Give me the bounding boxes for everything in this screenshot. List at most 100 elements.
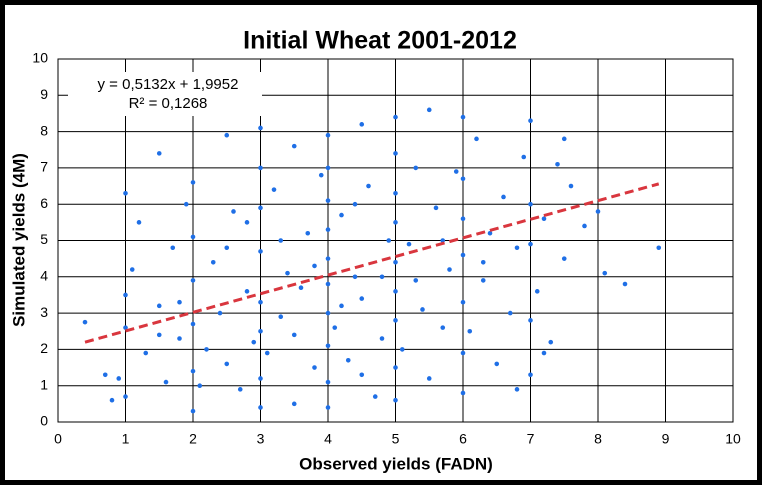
data-point	[123, 394, 128, 399]
data-point	[264, 350, 270, 356]
data-point	[318, 172, 324, 178]
data-point	[258, 405, 263, 410]
data-point	[258, 165, 263, 171]
data-point	[521, 154, 527, 160]
data-point	[426, 376, 432, 381]
data-point	[548, 339, 554, 345]
x-tick-label: 7	[527, 431, 535, 447]
data-point	[393, 151, 398, 156]
data-point	[480, 278, 486, 283]
data-point	[413, 278, 419, 283]
data-point	[244, 289, 250, 294]
data-point	[595, 209, 601, 214]
y-axis-label: Simulated yields (4M)	[9, 153, 28, 327]
x-tick-label: 3	[257, 431, 265, 447]
data-point	[359, 372, 365, 378]
data-point	[561, 136, 567, 142]
data-point	[298, 285, 304, 290]
y-tick-label: 7	[40, 159, 48, 175]
data-point	[393, 259, 398, 265]
y-tick-label: 10	[32, 50, 48, 66]
data-point	[278, 238, 284, 243]
x-tick-label: 6	[459, 431, 467, 447]
data-point	[258, 249, 263, 254]
data-point	[501, 194, 506, 200]
data-point	[393, 365, 398, 370]
data-point	[453, 169, 459, 174]
data-point	[312, 365, 317, 370]
data-point	[528, 118, 533, 124]
data-point	[433, 205, 439, 211]
data-point	[460, 350, 466, 356]
y-tick-label: 1	[40, 376, 48, 392]
data-point	[163, 379, 169, 385]
data-point	[190, 234, 196, 240]
data-point	[534, 289, 540, 294]
data-point	[413, 165, 419, 171]
data-point	[285, 270, 290, 276]
data-point	[568, 183, 574, 189]
data-point	[258, 125, 263, 131]
data-point	[190, 321, 196, 327]
y-tick-label: 9	[40, 86, 48, 102]
data-point	[244, 220, 250, 225]
data-point	[393, 318, 398, 323]
data-point	[656, 245, 662, 251]
data-point	[325, 227, 331, 232]
y-tick-label: 0	[40, 413, 48, 429]
data-point	[325, 310, 331, 316]
data-point	[366, 183, 371, 189]
data-point	[467, 328, 473, 334]
data-point	[555, 161, 560, 167]
annotation: R² = 0,1268	[129, 95, 208, 112]
data-point	[352, 201, 358, 207]
x-tick-label: 8	[594, 431, 602, 447]
data-point	[514, 387, 520, 392]
data-point	[426, 107, 432, 113]
data-point	[325, 405, 331, 410]
data-point	[622, 281, 628, 287]
data-point	[379, 336, 385, 341]
data-point	[258, 328, 263, 334]
data-point	[528, 241, 533, 247]
data-point	[460, 390, 466, 396]
data-point	[312, 263, 317, 269]
data-point	[582, 223, 587, 229]
data-point	[237, 387, 243, 392]
data-point	[271, 187, 277, 192]
data-point	[474, 136, 479, 142]
data-point	[339, 212, 344, 218]
data-point	[345, 357, 351, 363]
plot-border	[57, 58, 734, 423]
data-point	[325, 379, 331, 385]
data-point	[190, 180, 196, 185]
data-point	[528, 201, 533, 207]
data-point	[156, 332, 162, 338]
data-point	[460, 176, 466, 182]
data-point	[156, 303, 162, 309]
data-point	[480, 259, 486, 265]
data-point	[224, 245, 230, 251]
data-point	[460, 252, 466, 258]
y-tick-label: 5	[40, 231, 48, 247]
data-point	[123, 292, 128, 298]
data-point	[190, 278, 196, 283]
data-point	[123, 191, 128, 196]
data-point	[528, 372, 533, 378]
data-point	[224, 132, 230, 138]
data-point	[541, 350, 547, 356]
y-tick-label: 8	[40, 122, 48, 138]
data-point	[190, 408, 196, 414]
data-point	[278, 314, 284, 320]
data-point	[541, 216, 547, 222]
data-point	[204, 347, 209, 352]
y-tick-label: 4	[40, 268, 48, 284]
data-point	[352, 274, 358, 280]
data-point	[359, 296, 365, 301]
data-point	[440, 325, 446, 330]
data-point	[325, 132, 331, 138]
data-point	[406, 241, 412, 247]
trendline	[84, 182, 660, 344]
